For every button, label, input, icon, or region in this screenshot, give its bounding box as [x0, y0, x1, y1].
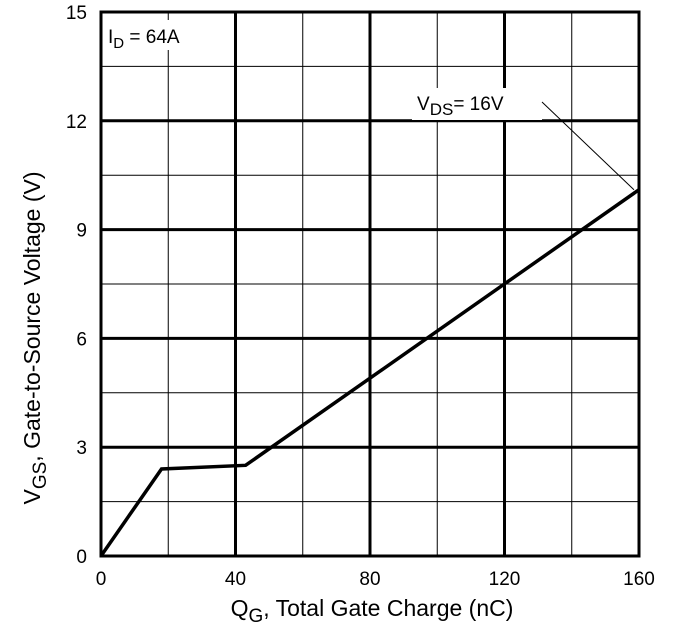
y-tick-label: 0 [76, 547, 87, 568]
x-axis-label-main: Q [231, 595, 249, 621]
x-tick-label: 80 [359, 569, 380, 590]
vds-label-main: V [417, 94, 430, 115]
y-tick-labels: 0 3 6 9 12 15 [66, 3, 87, 568]
id-label-bg [106, 20, 204, 50]
vds-label-rest: = 16V [453, 94, 504, 115]
id-label-rest: = 64A [124, 27, 180, 48]
y-axis-label-rest: , Gate-to-Source Voltage (V) [19, 172, 45, 462]
plot-frame [99, 10, 641, 558]
y-tick-label: 12 [66, 112, 87, 133]
id-label-sub: D [113, 35, 124, 52]
series-line [99, 188, 641, 557]
vds-label-bg [412, 88, 542, 120]
id-label-main: I [108, 27, 113, 48]
y-axis-label-sub: GS [30, 462, 51, 489]
y-axis-label-main: V [19, 489, 45, 505]
x-axis-label-sub: G [248, 606, 263, 627]
id-label: ID = 64A [108, 27, 180, 52]
vds-label-sub: DS [430, 100, 454, 119]
vds-label: VDS= 16V [417, 94, 504, 119]
x-tick-label: 120 [489, 569, 521, 590]
x-tick-label: 160 [623, 569, 655, 590]
x-tick-label: 0 [96, 569, 107, 590]
x-tick-labels: 0 40 80 120 160 [96, 569, 655, 590]
x-axis-label-rest: , Total Gate Charge (nC) [263, 595, 513, 621]
y-tick-label: 15 [66, 3, 87, 24]
y-tick-label: 6 [76, 329, 87, 350]
x-tick-label: 40 [225, 569, 246, 590]
vds-annotation-leader [541, 101, 635, 191]
y-tick-label: 3 [76, 438, 87, 459]
y-axis-label: VGS, Gate-to-Source Voltage (V) [19, 172, 51, 505]
x-axis-label: QG, Total Gate Charge (nC) [231, 595, 514, 627]
y-tick-label: 9 [76, 221, 87, 242]
